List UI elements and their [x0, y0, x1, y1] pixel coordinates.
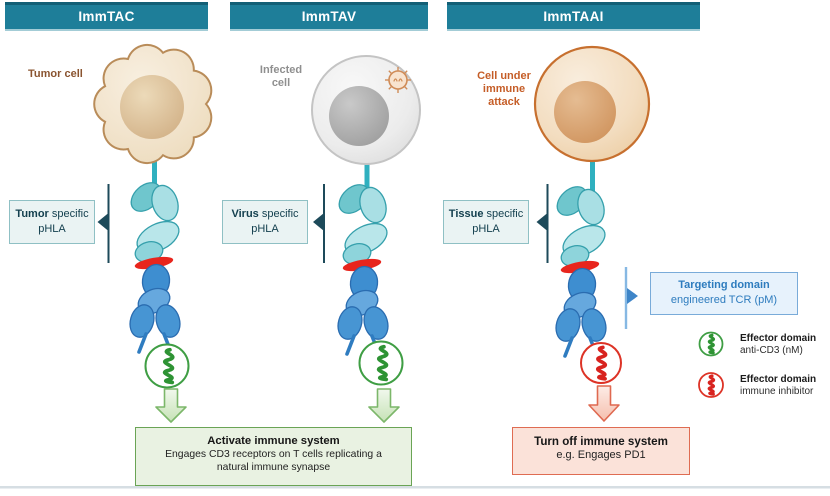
- outcome-title: Turn off immune system: [534, 435, 668, 448]
- legend-title: Effector domain: [740, 374, 817, 385]
- phla-text: pHLA: [472, 222, 500, 235]
- virus-icon: [385, 67, 411, 93]
- infected-cell-illustration: [311, 55, 421, 165]
- legend-title: Effector domain: [740, 333, 817, 344]
- phla-specificity: Tumor: [15, 208, 49, 220]
- red-coil-icon: [698, 372, 724, 398]
- immtaai-receptor: [549, 179, 612, 358]
- targeting-domain-box: Targeting domain engineered TCR (pM): [650, 272, 798, 315]
- immtac-receptor: [123, 175, 186, 354]
- legend-subtitle: immune inhibitor: [740, 386, 814, 397]
- activate-arrow: [155, 388, 187, 423]
- phla-text: pHLA: [38, 222, 66, 235]
- bottom-divider: [0, 486, 830, 489]
- attacked-cell-label: Cell under immune attack: [477, 70, 531, 108]
- phla-specificity: Tissue: [448, 208, 484, 220]
- panel-header-immtac: ImmTAC: [5, 2, 208, 31]
- panel-header-immtaai: ImmTAAI: [447, 2, 700, 31]
- targeting-pointer-bracket: [624, 267, 638, 329]
- immtav-receptor: [331, 177, 394, 356]
- anti-cd3-effector-icon: [144, 343, 190, 389]
- activate-immune-system-box: Activate immune system Engages CD3 recep…: [135, 427, 412, 486]
- attacked-cell-illustration: [533, 45, 651, 163]
- targeting-domain-title: Targeting domain: [678, 279, 770, 291]
- legend-item-inhibitor: Effector domain immune inhibitor: [740, 374, 816, 398]
- infected-cell-label: Infected cell: [259, 64, 303, 89]
- tumor-cell-illustration: [93, 43, 213, 165]
- legend-item-anti-cd3: Effector domain anti-CD3 (nM): [740, 333, 816, 357]
- outcome-body: e.g. Engages PD1: [556, 449, 646, 461]
- phla-specificity: Virus: [231, 208, 259, 220]
- activate-arrow: [368, 388, 400, 423]
- targeting-domain-subtitle: engineered TCR (pM): [670, 294, 778, 306]
- phla-specific-text: specific: [258, 208, 299, 220]
- tumor-cell-label: Tumor cell: [28, 68, 83, 80]
- turn-off-immune-system-box: Turn off immune system e.g. Engages PD1: [512, 427, 690, 475]
- legend-subtitle: anti-CD3 (nM): [740, 345, 803, 356]
- phla-pointer-brackets: [97, 184, 549, 263]
- outcome-title: Activate immune system: [207, 435, 340, 447]
- phla-specific-text: specific: [483, 208, 524, 220]
- phla-box-tumor: Tumor specific pHLA: [9, 200, 95, 244]
- phla-text: pHLA: [251, 222, 279, 235]
- panel-header-immtav: ImmTAV: [230, 2, 428, 31]
- outcome-body: Engages CD3 receptors on T cells replica…: [165, 449, 382, 473]
- inhibitor-effector-icon: [580, 342, 622, 384]
- turn-off-arrow: [588, 385, 620, 422]
- anti-cd3-effector-icon: [358, 340, 404, 386]
- phla-box-tissue: Tissue specific pHLA: [443, 200, 529, 244]
- phla-box-virus: Virus specific pHLA: [222, 200, 308, 244]
- green-coil-icon: [698, 331, 724, 357]
- phla-specific-text: specific: [48, 208, 89, 220]
